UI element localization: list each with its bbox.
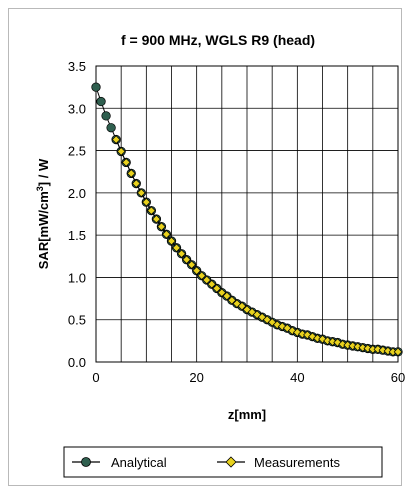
y-axis-label-main: SAR[mW/cm (36, 191, 51, 269)
x-tick-label: 40 (290, 370, 304, 385)
x-tick-label: 60 (391, 370, 405, 385)
data-point (207, 279, 217, 289)
data-point (393, 347, 403, 357)
data-point (202, 275, 212, 285)
data-point (157, 222, 166, 231)
data-point (111, 135, 121, 144)
data-point (373, 345, 383, 354)
data-point (328, 337, 337, 346)
y-tick-label: 0.0 (68, 355, 86, 370)
y-tick-label: 0.5 (68, 313, 86, 328)
data-point (313, 334, 322, 343)
data-point (192, 266, 201, 275)
legend-measurements-label: Measurements (254, 455, 340, 470)
data-point (343, 340, 352, 350)
data-point (318, 334, 327, 344)
legend-measurements-marker (225, 456, 237, 468)
x-tick-labels: 0 20 40 60 (92, 370, 405, 385)
data-point (182, 255, 191, 264)
data-point (152, 214, 161, 224)
data-point (222, 291, 232, 301)
data-point (333, 338, 342, 347)
y-tick-labels: 0.0 0.5 1.0 1.5 2.0 2.5 3.0 3.5 (68, 59, 86, 370)
data-point (91, 82, 101, 92)
data-point (212, 284, 222, 293)
data-point (167, 236, 176, 246)
data-point (96, 96, 106, 107)
data-point (358, 343, 368, 352)
data-point (147, 206, 156, 215)
y-tick-label: 2.0 (68, 186, 86, 201)
legend: Analytical Measurements (63, 446, 383, 478)
chart-title: f = 900 MHz, WGLS R9 (head) (121, 32, 315, 48)
data-point (142, 197, 151, 207)
data-point (288, 326, 297, 336)
grid (95, 65, 399, 363)
data-point (106, 123, 116, 133)
chart-frame (8, 8, 402, 486)
series-layer (91, 82, 403, 357)
data-point (116, 147, 126, 156)
data-point (308, 332, 317, 341)
data-point (197, 271, 206, 281)
x-axis-label: z[mm] (228, 407, 266, 422)
legend-analytical-marker (81, 457, 91, 467)
y-axis-label-superscript: 3 (35, 186, 45, 191)
data-point (172, 243, 181, 253)
data-point (237, 301, 247, 311)
series-measurements (111, 135, 403, 357)
y-tick-label: 2.5 (68, 144, 86, 159)
data-point (101, 111, 111, 121)
y-axis-label-suffix: ] / W (36, 158, 51, 186)
data-point (137, 188, 146, 198)
data-point (131, 179, 141, 188)
data-point (121, 158, 131, 167)
y-tick-label: 1.0 (68, 270, 86, 285)
data-point (217, 288, 227, 297)
data-point (272, 320, 282, 330)
y-tick-label: 3.0 (68, 101, 86, 116)
x-tick-label: 20 (189, 370, 203, 385)
plot-area (95, 65, 399, 363)
data-point (187, 260, 196, 270)
data-point (126, 169, 136, 178)
data-point (227, 295, 237, 305)
data-point (162, 230, 171, 239)
data-point (177, 249, 186, 259)
y-tick-label: 3.5 (68, 59, 86, 74)
y-axis-label: SAR[mW/cm3] / W (35, 158, 51, 269)
x-tick-label: 0 (92, 370, 99, 385)
data-point (363, 344, 373, 353)
data-point (252, 310, 262, 319)
data-point (242, 305, 252, 314)
y-tick-label: 1.5 (68, 228, 86, 243)
legend-analytical-label: Analytical (111, 455, 167, 470)
